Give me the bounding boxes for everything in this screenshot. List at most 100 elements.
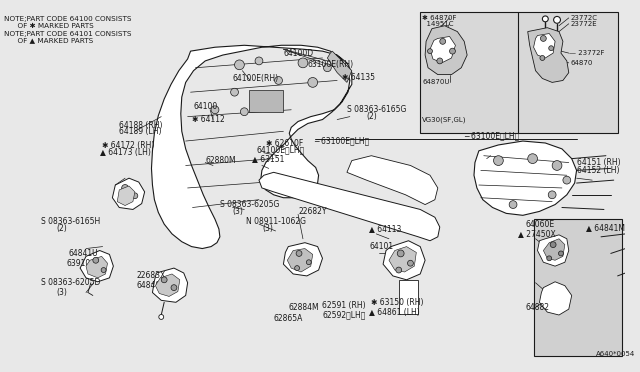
Circle shape [550, 242, 556, 248]
Text: ✱ 64870F: ✱ 64870F [422, 15, 457, 21]
Text: NOTE;PART CODE 64100 CONSISTS: NOTE;PART CODE 64100 CONSISTS [4, 16, 131, 22]
Circle shape [234, 60, 244, 70]
Polygon shape [80, 250, 113, 282]
Circle shape [211, 106, 219, 114]
Circle shape [493, 156, 503, 166]
Text: S 08363-6165H: S 08363-6165H [41, 217, 100, 226]
Text: OF ✱ MARKED PARTS: OF ✱ MARKED PARTS [4, 23, 93, 29]
Text: ─ 63100E〈LH〉: ─ 63100E〈LH〉 [314, 137, 369, 145]
Text: ▲ 64113: ▲ 64113 [369, 224, 402, 234]
Circle shape [230, 88, 239, 96]
Text: S 08363-6205D: S 08363-6205D [41, 278, 100, 287]
Bar [249, 90, 284, 112]
Text: ─ 63100E〈LH〉: ─ 63100E〈LH〉 [464, 132, 520, 141]
Polygon shape [389, 247, 416, 272]
Text: 64100D: 64100D [284, 49, 314, 58]
Text: 23772C: 23772C [571, 15, 598, 21]
Text: 64841U: 64841U [68, 249, 98, 258]
Text: 22683X: 22683X [137, 272, 166, 280]
Circle shape [563, 176, 571, 184]
Circle shape [548, 191, 556, 199]
Text: VG30(SF,GL): VG30(SF,GL) [422, 116, 467, 123]
Circle shape [408, 260, 413, 266]
Polygon shape [534, 33, 555, 58]
Circle shape [437, 58, 443, 64]
Circle shape [241, 108, 248, 116]
Text: 64189 (LH): 64189 (LH) [119, 127, 162, 136]
Text: 64100E〈LH〉: 64100E〈LH〉 [256, 145, 304, 154]
Polygon shape [156, 274, 180, 296]
Text: 64060E: 64060E [526, 219, 555, 229]
Polygon shape [543, 239, 565, 260]
Polygon shape [474, 141, 577, 215]
Polygon shape [284, 243, 323, 276]
Text: 14951C: 14951C [422, 21, 454, 27]
Circle shape [552, 161, 562, 170]
Text: 63910: 63910 [67, 259, 91, 268]
Circle shape [298, 58, 308, 68]
Polygon shape [528, 28, 569, 83]
Circle shape [547, 256, 552, 261]
Polygon shape [287, 248, 313, 272]
Circle shape [440, 38, 445, 44]
Bar [420, 12, 618, 133]
Text: N 08911-1062G: N 08911-1062G [246, 217, 307, 226]
Circle shape [548, 46, 554, 51]
Circle shape [528, 154, 538, 164]
Circle shape [255, 57, 263, 65]
Text: 64101: 64101 [369, 242, 394, 251]
Text: 64100E(RH): 64100E(RH) [232, 74, 278, 83]
Polygon shape [538, 235, 569, 266]
Polygon shape [328, 51, 352, 83]
Circle shape [428, 49, 433, 54]
Text: 23772E: 23772E [571, 21, 597, 27]
Text: ▲ 64841M: ▲ 64841M [586, 222, 625, 231]
Text: (3): (3) [262, 224, 273, 234]
Text: S 08363-6205G: S 08363-6205G [220, 200, 279, 209]
Circle shape [554, 16, 561, 23]
Text: 62880M: 62880M [205, 156, 236, 165]
Text: A640*0054: A640*0054 [596, 351, 636, 357]
Text: 64152 (LH): 64152 (LH) [577, 166, 619, 175]
Circle shape [559, 251, 563, 256]
Text: 63100E(RH): 63100E(RH) [308, 60, 354, 69]
Polygon shape [152, 45, 352, 248]
Text: ▲ 27450X: ▲ 27450X [518, 230, 556, 238]
Text: 64840C: 64840C [137, 281, 166, 290]
Text: 64100: 64100 [193, 102, 218, 111]
Circle shape [449, 48, 456, 54]
Circle shape [509, 201, 517, 208]
Text: ✱ 62610F: ✱ 62610F [266, 138, 303, 148]
Text: 64882: 64882 [526, 303, 550, 312]
Text: ✱ 64172 (RH): ✱ 64172 (RH) [102, 141, 154, 150]
Text: (3): (3) [57, 288, 68, 297]
Text: 62592〈LH〉: 62592〈LH〉 [323, 311, 366, 320]
Text: (2): (2) [367, 112, 377, 121]
Text: ✱ 63150 (RH): ✱ 63150 (RH) [371, 298, 424, 307]
Circle shape [294, 266, 300, 270]
Polygon shape [152, 268, 188, 302]
Circle shape [159, 314, 164, 320]
Text: 62591 (RH): 62591 (RH) [323, 301, 366, 310]
Circle shape [308, 77, 317, 87]
Text: ▲ 63151: ▲ 63151 [252, 154, 285, 163]
Polygon shape [347, 156, 438, 205]
Text: — 23772F: — 23772F [569, 50, 604, 56]
Circle shape [161, 277, 167, 283]
Bar [534, 219, 621, 356]
Circle shape [540, 55, 545, 60]
Text: 62884M: 62884M [288, 303, 319, 312]
Circle shape [540, 35, 547, 41]
Text: ▲ 64173 (LH): ▲ 64173 (LH) [100, 148, 150, 157]
Polygon shape [86, 256, 108, 278]
Text: ▲ 64861 (LH): ▲ 64861 (LH) [369, 308, 420, 317]
Polygon shape [540, 282, 572, 315]
Polygon shape [117, 186, 135, 206]
Text: NOTE;PART CODE 64101 CONSISTS: NOTE;PART CODE 64101 CONSISTS [4, 31, 131, 36]
Text: (2): (2) [57, 224, 67, 234]
Circle shape [93, 257, 99, 263]
Polygon shape [425, 26, 467, 75]
Polygon shape [430, 36, 456, 63]
Text: 64151 (RH): 64151 (RH) [577, 158, 620, 167]
Circle shape [268, 103, 276, 111]
